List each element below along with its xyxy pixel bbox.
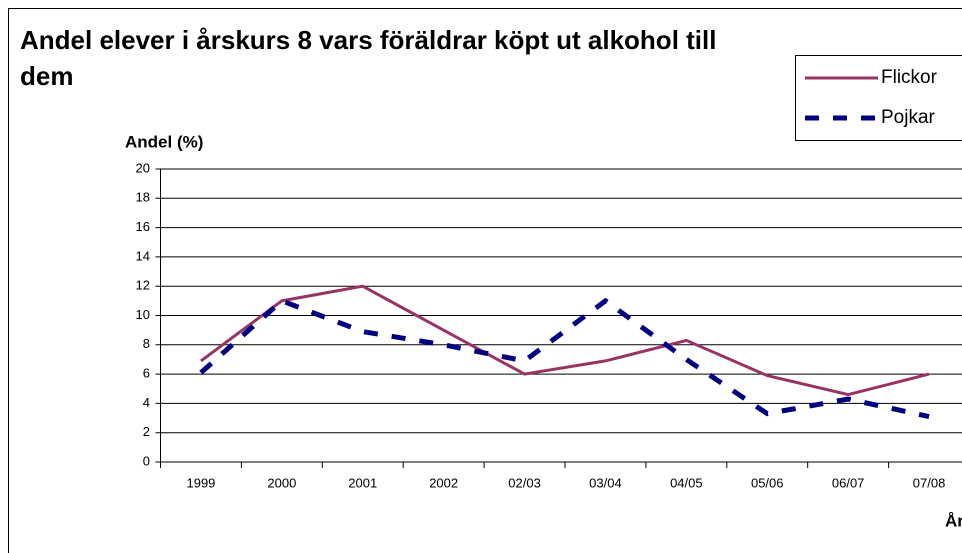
y-tick-label: 20: [136, 160, 150, 175]
series-line: [200, 284, 930, 397]
y-tick-label: 0: [143, 453, 150, 468]
x-tick-label: 02/03: [508, 475, 541, 490]
series-line: [199, 297, 930, 420]
x-axis-label: År: [945, 511, 962, 530]
y-tick-label: 6: [143, 366, 150, 381]
chart-title: Andel elever i årskurs 8 vars föräldrar …: [20, 25, 717, 91]
legend-label: Pojkar: [881, 107, 936, 128]
x-tick-label: 2000: [267, 475, 296, 490]
y-tick-label: 4: [143, 395, 150, 410]
y-axis-label: Andel (%): [125, 132, 203, 151]
frame: [8, 8, 962, 553]
y-tick-label: 14: [136, 248, 150, 263]
y-tick-label: 10: [136, 307, 150, 322]
x-tick-label: 07/08: [913, 475, 946, 490]
x-tick-label: 2001: [348, 475, 377, 490]
y-tick-label: 12: [136, 278, 150, 293]
y-tick-label: 2: [143, 424, 150, 439]
y-tick-label: 16: [136, 219, 150, 234]
x-tick-label: 04/05: [670, 475, 703, 490]
x-tick-label: 1999: [186, 475, 215, 490]
x-tick-label: 2002: [429, 475, 458, 490]
y-tick-label: 8: [143, 336, 150, 351]
x-tick-label: 06/07: [832, 475, 865, 490]
legend-label: Flickor: [881, 67, 938, 88]
x-tick-label: 05/06: [751, 475, 784, 490]
y-tick-label: 18: [136, 190, 150, 205]
legend-box: [795, 55, 962, 141]
x-tick-label: 03/04: [589, 475, 622, 490]
